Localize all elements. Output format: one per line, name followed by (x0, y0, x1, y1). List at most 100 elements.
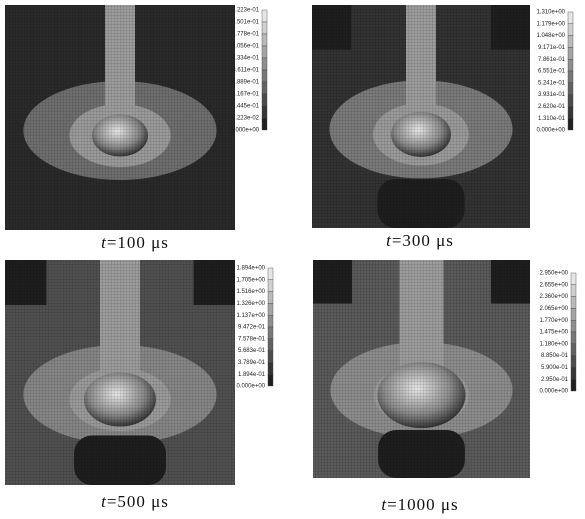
colorbar-segment (571, 308, 576, 320)
simulation-image (5, 5, 235, 230)
colorbar-segment (268, 268, 273, 280)
colorbar-label: 0.000e+00 (539, 389, 568, 395)
colorbar-segment (268, 280, 273, 292)
colorbar-label: 2.167e-01 (232, 92, 260, 98)
colorbar-label: 1.705e+00 (236, 277, 265, 283)
colorbar-label: 1.180e+00 (539, 341, 568, 347)
colorbar-label: 5.241e-01 (538, 80, 566, 86)
colorbar-segment (568, 47, 573, 59)
mesh (313, 260, 530, 478)
colorbar-segment (571, 320, 576, 332)
simulation-image (313, 260, 530, 478)
caption-value: =1000 μs (387, 495, 459, 514)
colorbar-segment (262, 118, 267, 130)
colorbar-segment (571, 344, 576, 356)
colorbar-segment (268, 374, 273, 386)
panel: 2.950e+00 2.655e+00 2.360e+00 2.065e+00 1.77… (313, 260, 576, 514)
panel: 7.223e-01 6.501e-01 5.778e-01 5.056e-01 4.33… (5, 5, 267, 252)
colorbar-label: 0.000e+00 (230, 128, 259, 134)
caption-value: =300 μs (392, 231, 454, 250)
colorbar-segment (568, 118, 573, 130)
colorbar-label: 2.620e-01 (538, 104, 566, 110)
colorbar-segment (268, 339, 273, 351)
mesh (312, 5, 530, 228)
caption: t=100 μs (101, 233, 169, 252)
colorbar-label: 1.894e+00 (236, 266, 265, 272)
colorbar-segment (268, 292, 273, 304)
caption-value: =500 μs (107, 492, 169, 511)
colorbar-label: 1.445e-01 (232, 104, 260, 110)
mesh (5, 260, 235, 485)
colorbar-label: 5.683e-01 (238, 348, 266, 354)
colorbar-segment (262, 22, 267, 34)
colorbar-label: 3.931e-01 (538, 92, 566, 98)
colorbar-label: 2.950e-01 (541, 377, 569, 383)
colorbar: 2.950e+00 2.655e+00 2.360e+00 2.065e+00 1.77… (539, 271, 576, 395)
colorbar-segment (568, 71, 573, 83)
panel: 1.310e+00 1.179e+00 1.048e+00 9.171e-01 7.86… (312, 5, 573, 250)
colorbar-segment (262, 46, 267, 58)
colorbar-segment (268, 315, 273, 327)
colorbar-label: 3.611e-01 (232, 68, 259, 74)
colorbar-label: 0.000e+00 (236, 384, 265, 390)
colorbar-segment (268, 362, 273, 374)
colorbar-label: 1.894e-01 (238, 372, 266, 378)
colorbar-segment (568, 95, 573, 107)
colorbar-label: 7.223e-01 (232, 8, 260, 14)
caption-value: =100 μs (107, 233, 169, 252)
colorbar-label: 1.770e+00 (539, 318, 568, 324)
colorbar-segment (571, 332, 576, 344)
colorbar-label: 1.137e+00 (236, 313, 265, 319)
colorbar-segment (262, 10, 267, 22)
colorbar-segment (268, 327, 273, 339)
colorbar-label: 9.171e-01 (538, 45, 566, 51)
colorbar-label: 1.475e+00 (539, 330, 568, 336)
colorbar-label: 2.065e+00 (539, 306, 568, 312)
colorbar-segment (571, 297, 576, 309)
colorbar-segment (568, 12, 573, 24)
colorbar-segment (568, 59, 573, 71)
caption: t=500 μs (101, 492, 169, 511)
colorbar-segment (568, 83, 573, 95)
colorbar-label: 6.551e-01 (538, 69, 566, 75)
colorbar-segment (268, 303, 273, 315)
figure: 7.223e-01 6.501e-01 5.778e-01 5.056e-01 4.33… (0, 0, 585, 519)
caption: t=300 μs (386, 231, 454, 250)
panel: 1.894e+00 1.705e+00 1.516e+00 1.326e+00 1.13… (5, 260, 273, 511)
colorbar-label: 1.326e+00 (236, 301, 265, 307)
colorbar-label: 1.310e-01 (538, 116, 566, 122)
colorbar-segment (262, 34, 267, 46)
colorbar-segment (262, 106, 267, 118)
colorbar-label: 2.889e-01 (232, 80, 260, 86)
colorbar-label: 4.334e-01 (232, 56, 260, 62)
colorbar-label: 5.056e-01 (232, 44, 260, 50)
colorbar-label: 9.472e-01 (238, 325, 266, 331)
colorbar-segment (571, 285, 576, 297)
colorbar-label: 5.900e-01 (541, 365, 569, 371)
colorbar-label: 7.223e-02 (232, 116, 260, 122)
colorbar-label: 1.516e+00 (236, 289, 265, 295)
colorbar-label: 2.655e+00 (539, 282, 568, 288)
colorbar: 1.310e+00 1.179e+00 1.048e+00 9.171e-01 7.86… (536, 10, 573, 134)
colorbar-segment (571, 367, 576, 379)
colorbar-label: 7.578e-01 (238, 336, 266, 342)
colorbar-label: 2.360e+00 (539, 294, 568, 300)
colorbar-label: 5.778e-01 (232, 32, 260, 38)
colorbar-label: 2.950e+00 (539, 271, 568, 277)
colorbar-segment (262, 58, 267, 70)
colorbar-segment (268, 351, 273, 363)
mesh (5, 5, 235, 230)
colorbar-label: 0.000e+00 (536, 128, 565, 134)
colorbar-label: 6.501e-01 (232, 20, 260, 26)
colorbar-label: 1.179e+00 (536, 21, 565, 27)
colorbar-segment (571, 273, 576, 285)
colorbar-segment (568, 24, 573, 36)
colorbar-segment (571, 379, 576, 391)
colorbar-segment (262, 82, 267, 94)
colorbar-label: 7.861e-01 (538, 57, 566, 63)
colorbar-label: 1.310e+00 (536, 10, 565, 16)
colorbar: 1.894e+00 1.705e+00 1.516e+00 1.326e+00 1.13… (236, 266, 273, 390)
colorbar: 7.223e-01 6.501e-01 5.778e-01 5.056e-01 4.33… (230, 8, 267, 134)
colorbar-segment (571, 356, 576, 368)
colorbar-label: 1.048e+00 (536, 33, 565, 39)
